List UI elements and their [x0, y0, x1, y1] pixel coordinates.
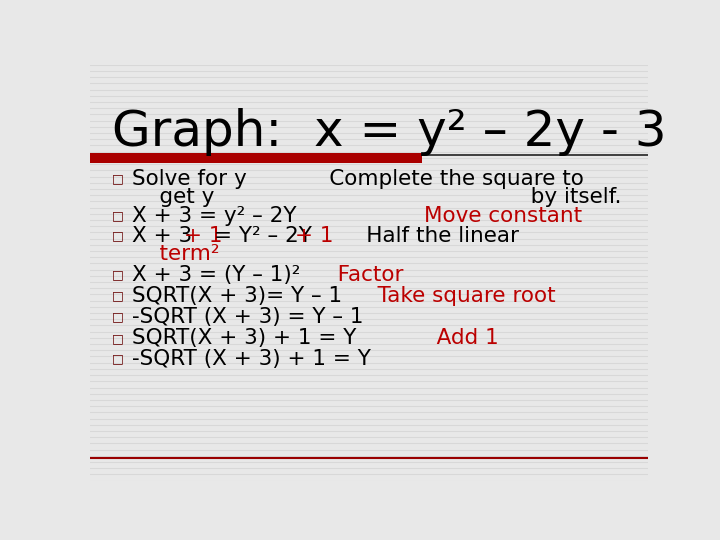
Text: □: □	[112, 332, 124, 345]
Text: □: □	[112, 289, 124, 302]
Text: Solve for y            Complete the square to: Solve for y Complete the square to	[132, 169, 584, 189]
Text: □: □	[112, 269, 124, 282]
Text: -SQRT (X + 3) = Y – 1: -SQRT (X + 3) = Y – 1	[132, 307, 364, 327]
Text: □: □	[112, 173, 124, 186]
Text: □: □	[112, 209, 124, 222]
Text: □: □	[112, 310, 124, 323]
Text: Move constant: Move constant	[259, 206, 582, 226]
Text: + 1: + 1	[184, 226, 222, 246]
Text: SQRT(X + 3)= Y – 1: SQRT(X + 3)= Y – 1	[132, 286, 342, 306]
Text: + 1: + 1	[294, 226, 333, 246]
Text: Factor: Factor	[262, 265, 404, 285]
Text: Half the linear: Half the linear	[325, 226, 518, 246]
Bar	[90, 153, 422, 163]
Text: term²: term²	[132, 244, 220, 264]
Text: get y                                              by itself.: get y by itself.	[132, 187, 621, 207]
Text: = Y² – 2Y: = Y² – 2Y	[214, 226, 318, 246]
Text: X + 3 = (Y – 1)²: X + 3 = (Y – 1)²	[132, 265, 300, 285]
Text: SQRT(X + 3) + 1 = Y: SQRT(X + 3) + 1 = Y	[132, 328, 356, 348]
Text: X + 3: X + 3	[132, 226, 199, 246]
Text: Graph:  x = y² – 2y - 3: Graph: x = y² – 2y - 3	[112, 109, 667, 157]
Text: Take square root: Take square root	[294, 286, 555, 306]
Text: □: □	[112, 230, 124, 242]
Text: □: □	[112, 353, 124, 366]
Text: X + 3 = y² – 2Y: X + 3 = y² – 2Y	[132, 206, 297, 226]
Text: -SQRT (X + 3) + 1 = Y: -SQRT (X + 3) + 1 = Y	[132, 349, 371, 369]
Text: Add 1: Add 1	[306, 328, 498, 348]
